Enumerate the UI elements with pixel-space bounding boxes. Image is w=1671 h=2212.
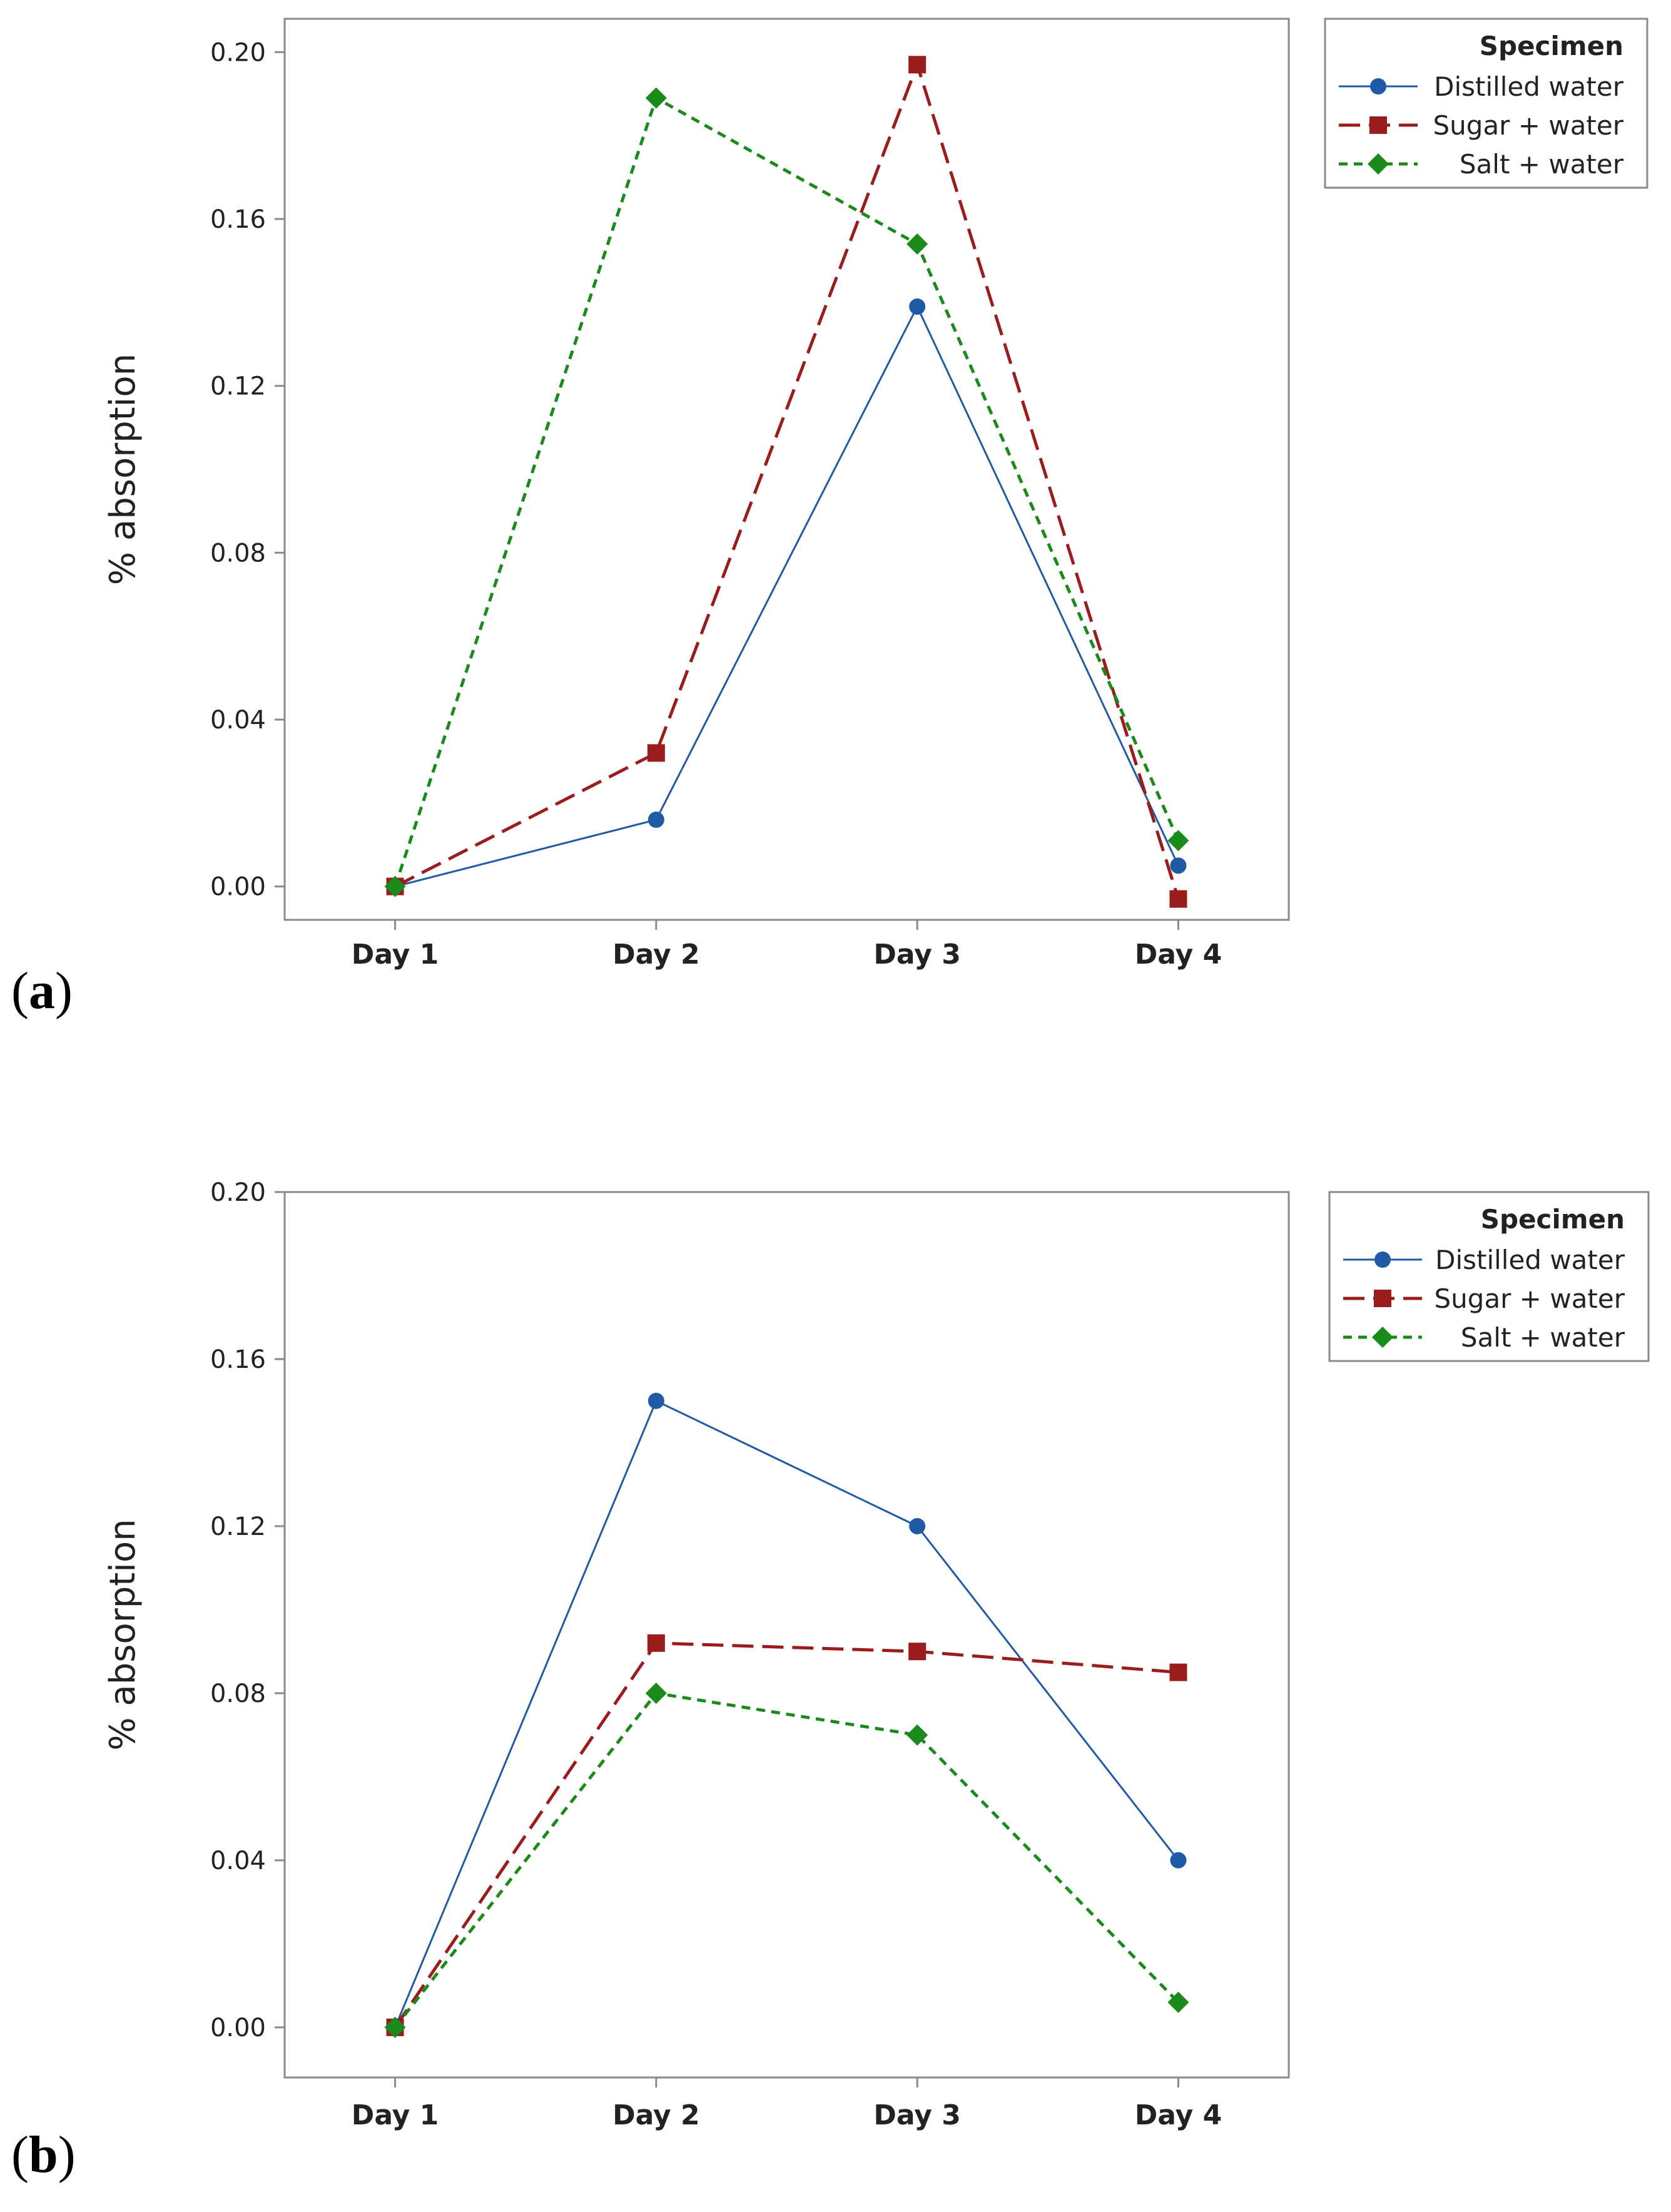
series-line [395, 304, 1179, 888]
legend-swatch-marker [1372, 1327, 1393, 1348]
y-axis-label: % absorption [103, 1519, 143, 1750]
data-point-marker [648, 1392, 664, 1409]
data-point-marker [1170, 857, 1187, 874]
y-tick-label: 0.20 [210, 38, 266, 67]
data-point-marker [645, 1682, 667, 1704]
legend-entry-label: Salt + water [1461, 1322, 1625, 1353]
chart-panel-b: 0.00 0.04 0.08 0.12 0.16 0.20 Day 1 Day 2 Day 3 D… [103, 1178, 1650, 2131]
data-point-marker [909, 298, 926, 315]
legend-title: Specimen [1480, 31, 1623, 61]
series-line [394, 1691, 1180, 2029]
x-tick-label: Day 1 [352, 939, 439, 971]
x-tick-label: Day 2 [612, 2099, 699, 2131]
x-tick-label: Day 4 [1135, 939, 1222, 971]
legend-swatch-marker [1368, 153, 1389, 175]
data-point-marker [647, 1634, 665, 1652]
y-tick-label: 0.00 [210, 873, 266, 902]
x-tick-label: Day 2 [612, 939, 699, 971]
data-point-marker [384, 2016, 406, 2038]
y-tick-label: 0.20 [210, 1178, 266, 1207]
data-point-marker [1169, 1663, 1187, 1681]
data-point-marker [384, 875, 406, 897]
legend-swatch-marker [1370, 78, 1386, 94]
data-point-marker [907, 1724, 928, 1746]
y-tick-label: 0.04 [210, 1847, 266, 1875]
plot-area-frame [283, 1191, 1290, 2079]
legend-entry-label: Distilled water [1434, 71, 1624, 102]
y-tick-label: 0.16 [210, 205, 266, 234]
legend-entry-label: Distilled water [1435, 1245, 1625, 1275]
y-tick-label: 0.08 [210, 1679, 266, 1708]
legend-swatch-marker [1374, 1290, 1391, 1307]
plot-area-frame [283, 18, 1290, 921]
legend-entry-label: Sugar + water [1435, 1283, 1625, 1314]
y-tick-label: 0.04 [210, 706, 266, 735]
data-point-marker [908, 1643, 927, 1661]
y-axis-label: % absorption [103, 354, 143, 585]
series-line [394, 59, 1180, 900]
series-line [394, 96, 1180, 887]
chart-panel-a: 0.00 0.04 0.08 0.12 0.16 0.20 Day 1 Day 2 Day 3 D… [103, 18, 1648, 971]
data-point-marker [648, 812, 664, 828]
y-tick-label: 0.00 [210, 2014, 266, 2042]
panel-label-a: (a) [11, 962, 73, 1020]
y-tick-label: 0.12 [210, 1512, 266, 1541]
y-tick-label: 0.12 [210, 372, 266, 401]
data-point-marker [645, 87, 667, 109]
data-point-marker [647, 744, 665, 762]
y-tick-label: 0.08 [210, 539, 266, 568]
series-line [394, 1641, 1179, 2029]
x-tick-label: Day 3 [873, 939, 960, 971]
legend-title: Specimen [1481, 1204, 1625, 1235]
legend-entry-label: Salt + water [1460, 149, 1624, 180]
legend-entry-label: Sugar + water [1433, 110, 1624, 141]
data-point-marker [1170, 1852, 1187, 1868]
x-tick-label: Day 4 [1135, 2099, 1222, 2131]
x-tick-label: Day 1 [352, 2099, 439, 2131]
data-point-marker [1167, 1991, 1189, 2013]
data-point-marker [1167, 830, 1189, 852]
legend-swatch-marker [1369, 116, 1387, 134]
data-point-marker [908, 56, 927, 74]
series-line [394, 1399, 1179, 2028]
data-point-marker [1169, 890, 1187, 908]
y-tick-label: 0.16 [210, 1345, 266, 1374]
data-point-marker [907, 233, 928, 255]
data-point-marker [909, 1517, 926, 1534]
panel-label-b: (b) [11, 2126, 76, 2184]
x-tick-label: Day 3 [873, 2099, 960, 2131]
legend-swatch-marker [1374, 1251, 1391, 1268]
